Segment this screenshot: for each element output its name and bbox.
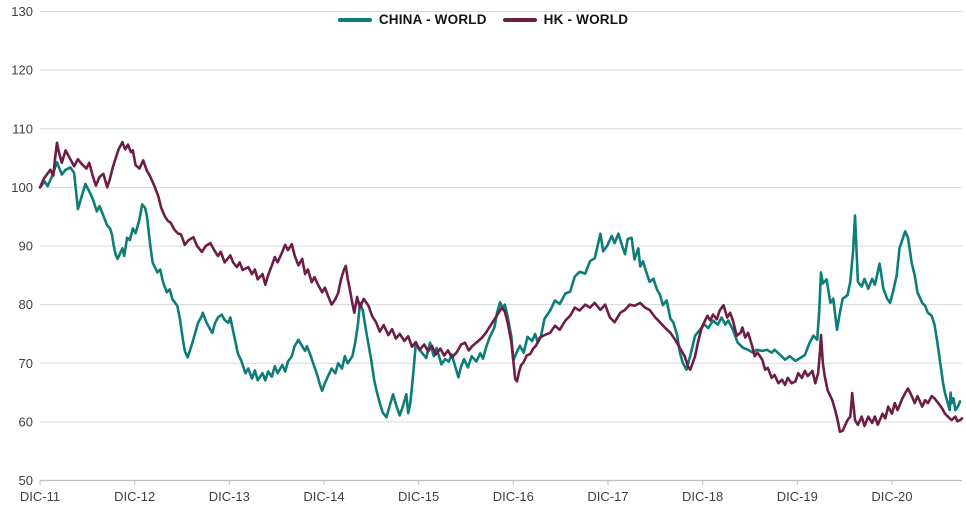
x-tick-label: DIC-19 — [777, 489, 818, 504]
y-tick-label: 110 — [12, 121, 33, 136]
y-tick-label: 70 — [19, 356, 33, 371]
x-tick-label: DIC-12 — [114, 489, 155, 504]
x-tick-label: DIC-14 — [303, 489, 344, 504]
x-tick-label: DIC-20 — [871, 489, 912, 504]
y-tick-label: 130 — [11, 4, 33, 19]
y-tick-label: 50 — [19, 473, 33, 488]
y-tick-label: 100 — [11, 180, 33, 195]
y-tick-label: 90 — [19, 239, 33, 254]
x-tick-label: DIC-13 — [209, 489, 250, 504]
x-tick-label: DIC-11 — [20, 489, 60, 504]
series-line-hk-world — [38, 140, 964, 434]
y-tick-label: 80 — [19, 297, 33, 312]
x-tick-label: DIC-18 — [682, 489, 723, 504]
x-tick-label: DIC-15 — [398, 489, 439, 504]
y-tick-label: 60 — [19, 414, 33, 429]
x-axis-labels: DIC-11 DIC-12 DIC-13 DIC-14 DIC-15 DIC-16 DIC-… — [20, 480, 913, 504]
y-axis-labels: 50 60 70 80 90 100 110 120 130 — [11, 4, 33, 488]
gridlines — [40, 11, 962, 481]
x-tick-label: DIC-16 — [493, 489, 534, 504]
y-tick-label: 120 — [11, 63, 33, 78]
series-line-china-world — [38, 160, 962, 419]
x-tick-label: DIC-17 — [587, 489, 628, 504]
